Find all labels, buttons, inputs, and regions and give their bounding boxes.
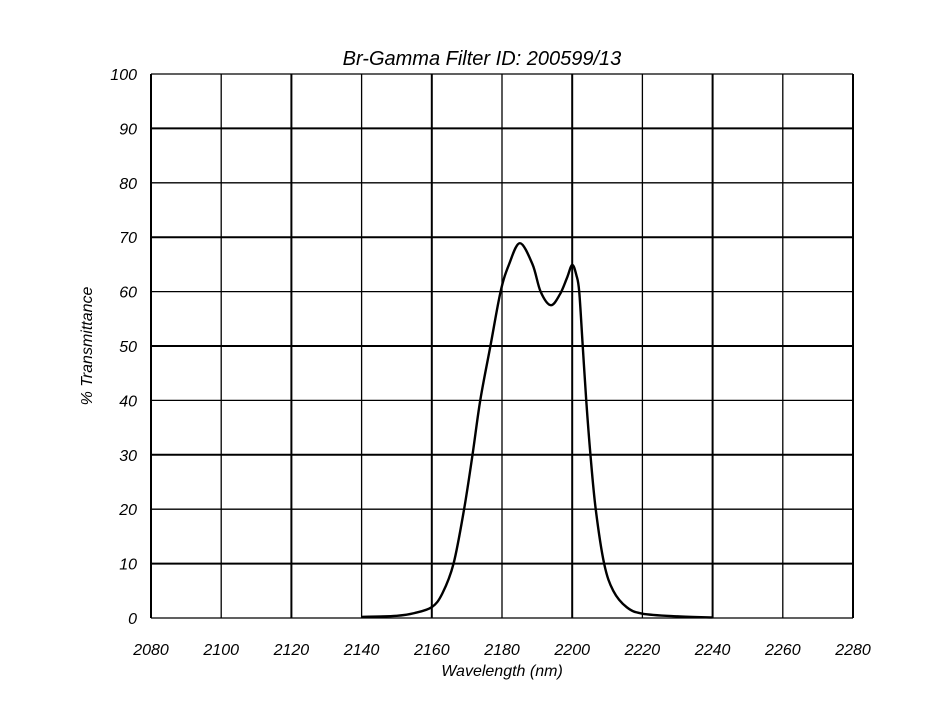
x-tick-label: 2280 <box>834 642 871 659</box>
x-tick-label: 2180 <box>483 642 520 659</box>
x-tick-label: 2220 <box>624 642 661 659</box>
x-tick-label: 2240 <box>694 642 731 659</box>
y-tick-label: 20 <box>118 502 137 519</box>
x-tick-label: 2160 <box>413 642 450 659</box>
x-tick-labels: 2080 2100 2120 2140 2160 2180 2200 2220 2240 2260… <box>132 642 871 659</box>
y-tick-labels: 0 10 20 30 40 50 60 70 80 90 100 <box>110 67 137 628</box>
y-tick-label: 40 <box>119 393 137 410</box>
y-tick-label: 30 <box>119 448 137 465</box>
y-tick-label: 50 <box>119 339 137 356</box>
y-tick-label: 100 <box>110 67 137 84</box>
y-tick-label: 10 <box>119 557 137 574</box>
x-tick-label: 2100 <box>202 642 239 659</box>
x-tick-label: 2140 <box>343 642 380 659</box>
series-line <box>361 241 713 619</box>
grid <box>150 73 854 619</box>
y-tick-label: 80 <box>119 176 137 193</box>
y-axis-label: % Transmittance <box>79 286 96 405</box>
x-tick-label: 2120 <box>273 642 310 659</box>
y-tick-label: 0 <box>128 611 137 628</box>
x-tick-label: 2260 <box>764 642 801 659</box>
x-tick-label: 2200 <box>553 642 590 659</box>
x-axis-label: Wavelength (nm) <box>441 663 563 680</box>
chart-title: Br-Gamma Filter ID: 200599/13 <box>343 48 622 70</box>
x-tick-label: 2080 <box>132 642 169 659</box>
y-tick-label: 60 <box>119 285 137 302</box>
y-tick-label: 90 <box>119 121 137 138</box>
y-tick-label: 70 <box>119 230 137 247</box>
